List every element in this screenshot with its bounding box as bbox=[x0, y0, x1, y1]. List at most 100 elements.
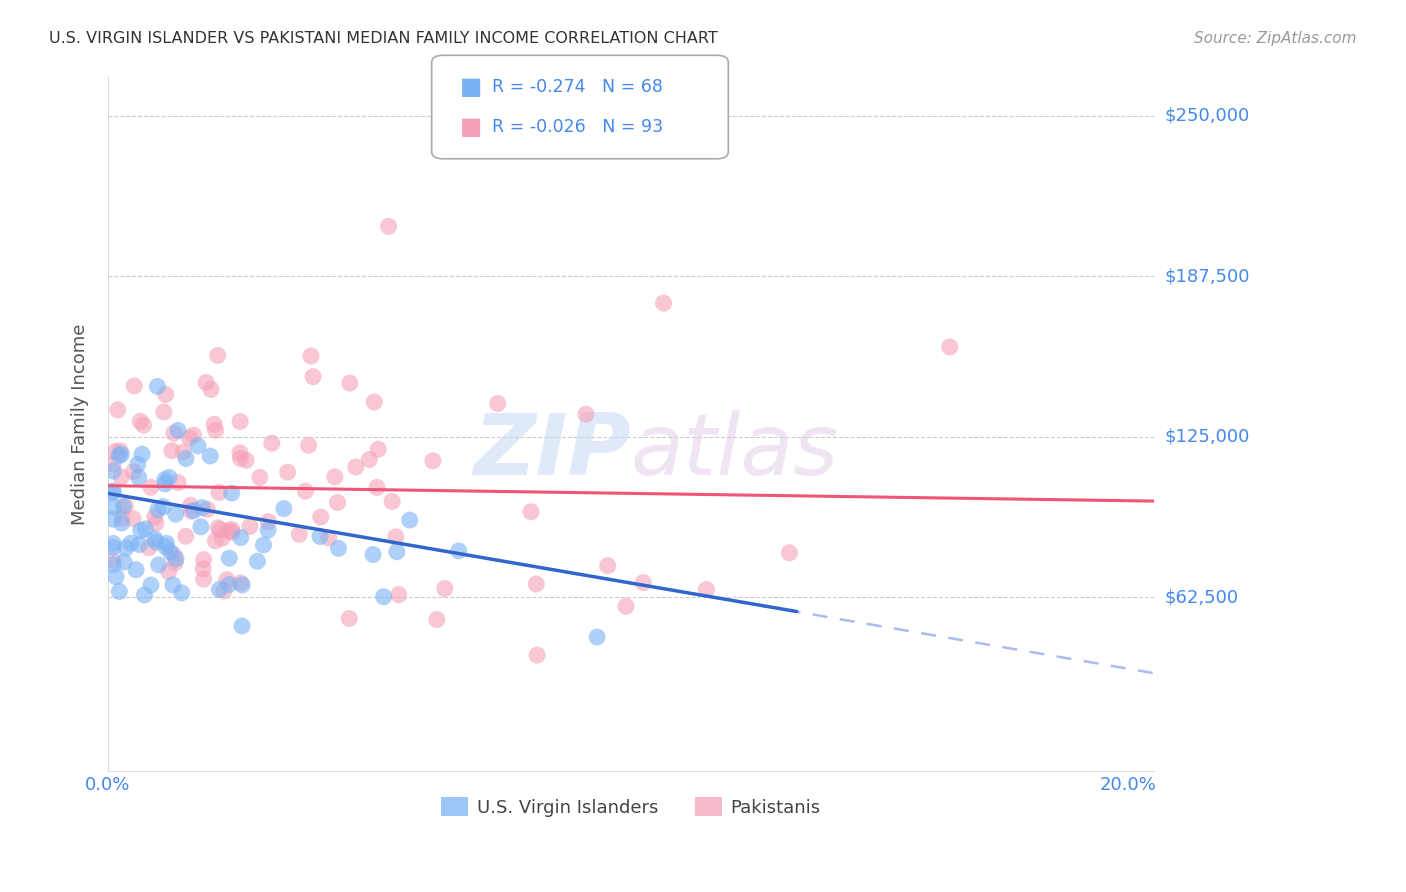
Point bbox=[695, 582, 717, 597]
Point bbox=[235, 453, 257, 467]
Point bbox=[361, 548, 384, 562]
Point bbox=[208, 485, 231, 500]
Point bbox=[339, 376, 361, 390]
Point bbox=[221, 525, 243, 540]
Point bbox=[101, 553, 124, 567]
Text: atlas: atlas bbox=[631, 410, 839, 493]
Text: $187,500: $187,500 bbox=[1166, 268, 1250, 285]
Point bbox=[288, 527, 311, 541]
Point bbox=[148, 558, 170, 572]
Point bbox=[520, 505, 543, 519]
Point bbox=[155, 536, 177, 550]
Point bbox=[193, 572, 215, 586]
Point bbox=[229, 451, 252, 466]
Y-axis label: Median Family Income: Median Family Income bbox=[72, 324, 89, 524]
Point bbox=[101, 483, 124, 498]
Point bbox=[252, 538, 274, 552]
Point bbox=[218, 524, 240, 538]
Point bbox=[221, 486, 243, 500]
Point bbox=[114, 499, 136, 513]
Point bbox=[167, 475, 190, 490]
Point bbox=[145, 535, 167, 549]
Point bbox=[159, 545, 181, 559]
Point bbox=[294, 484, 316, 499]
Point bbox=[209, 523, 232, 537]
Point bbox=[165, 556, 187, 570]
Point bbox=[134, 588, 156, 602]
Point bbox=[328, 541, 350, 556]
Point bbox=[163, 426, 186, 441]
Text: ■: ■ bbox=[460, 115, 482, 138]
Point bbox=[218, 577, 240, 591]
Point bbox=[174, 451, 197, 466]
Point bbox=[273, 501, 295, 516]
Text: ■: ■ bbox=[460, 76, 482, 99]
Point bbox=[277, 465, 299, 479]
Point bbox=[229, 446, 252, 460]
Point bbox=[180, 504, 202, 518]
Point bbox=[363, 395, 385, 409]
Point bbox=[373, 590, 395, 604]
Point bbox=[433, 582, 456, 596]
Text: R = -0.274   N = 68: R = -0.274 N = 68 bbox=[492, 78, 664, 96]
Point bbox=[426, 612, 449, 626]
Point bbox=[107, 403, 129, 417]
Point bbox=[778, 546, 800, 560]
Point bbox=[153, 476, 176, 491]
Point bbox=[302, 369, 325, 384]
Point bbox=[108, 449, 131, 463]
Point bbox=[153, 473, 176, 487]
Point bbox=[212, 583, 235, 598]
Point bbox=[162, 578, 184, 592]
Point bbox=[165, 507, 187, 521]
Point bbox=[384, 530, 406, 544]
Point bbox=[221, 522, 243, 536]
Point bbox=[938, 340, 960, 354]
Point bbox=[101, 512, 124, 526]
Point bbox=[157, 565, 180, 579]
Point bbox=[110, 447, 132, 461]
Point bbox=[193, 552, 215, 566]
Point bbox=[524, 577, 547, 591]
Point bbox=[138, 541, 160, 555]
Point bbox=[131, 447, 153, 461]
Point bbox=[486, 396, 509, 410]
Point bbox=[170, 586, 193, 600]
Point bbox=[108, 443, 131, 458]
Point bbox=[191, 562, 214, 576]
Point bbox=[257, 523, 280, 537]
Point bbox=[195, 502, 218, 516]
Point bbox=[191, 500, 214, 515]
Point bbox=[526, 648, 548, 662]
Point bbox=[139, 480, 162, 494]
Point bbox=[104, 444, 127, 458]
Point bbox=[145, 516, 167, 531]
Point bbox=[652, 296, 675, 310]
Point bbox=[231, 619, 253, 633]
Point bbox=[112, 555, 135, 569]
Point bbox=[180, 498, 202, 512]
Point bbox=[367, 442, 389, 457]
Point bbox=[229, 415, 252, 429]
Text: R = -0.026   N = 93: R = -0.026 N = 93 bbox=[492, 118, 664, 136]
Point bbox=[218, 551, 240, 566]
Point bbox=[128, 470, 150, 484]
Point bbox=[202, 417, 225, 432]
Point bbox=[160, 443, 183, 458]
Point bbox=[110, 470, 132, 484]
Point bbox=[344, 460, 367, 475]
Point bbox=[596, 558, 619, 573]
Point bbox=[128, 538, 150, 552]
Point bbox=[187, 439, 209, 453]
Point bbox=[211, 531, 233, 545]
Text: Source: ZipAtlas.com: Source: ZipAtlas.com bbox=[1194, 31, 1357, 46]
Point bbox=[231, 578, 253, 592]
Point bbox=[127, 457, 149, 471]
Point bbox=[125, 563, 148, 577]
Point bbox=[215, 573, 238, 587]
Point bbox=[575, 407, 598, 421]
Point bbox=[260, 436, 283, 450]
Point bbox=[323, 470, 346, 484]
Point bbox=[101, 457, 124, 471]
Point bbox=[633, 575, 655, 590]
